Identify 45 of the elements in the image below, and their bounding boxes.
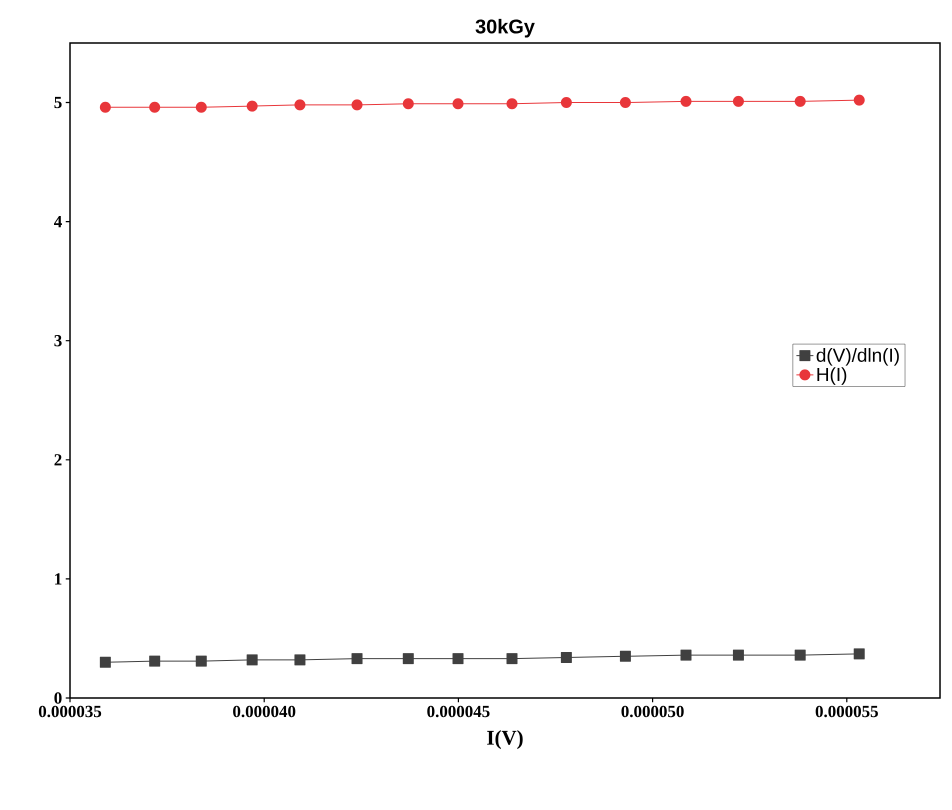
point bbox=[100, 102, 111, 113]
x-tick-label: 0.000050 bbox=[621, 706, 684, 718]
x-tick-label: 0.000045 bbox=[427, 706, 490, 718]
point bbox=[794, 650, 806, 661]
point bbox=[352, 99, 363, 110]
point bbox=[506, 98, 518, 110]
point bbox=[680, 650, 692, 661]
point bbox=[854, 94, 865, 106]
point bbox=[149, 102, 160, 113]
y-tick-label: 1 bbox=[55, 573, 62, 584]
legend-label: H(I) bbox=[817, 367, 846, 385]
chart-title: 30kGy bbox=[476, 18, 535, 38]
x-axis-title: I(V) bbox=[487, 730, 523, 750]
point bbox=[452, 98, 464, 110]
point bbox=[352, 653, 363, 664]
point bbox=[246, 100, 258, 112]
x-tick-label: 0.000055 bbox=[816, 706, 878, 718]
point bbox=[560, 652, 572, 663]
point bbox=[100, 656, 111, 668]
legend-label: d(V)/dln(I) bbox=[816, 348, 899, 366]
y-tick-label: 5 bbox=[54, 96, 62, 108]
y-tick-label: 0 bbox=[54, 692, 62, 704]
point bbox=[680, 96, 692, 107]
x-tick-label: 0.000040 bbox=[233, 706, 296, 718]
point bbox=[794, 96, 806, 107]
y-tick-label: 4 bbox=[54, 216, 62, 228]
point bbox=[196, 656, 207, 667]
point bbox=[294, 99, 306, 110]
y-tick-label: 3 bbox=[54, 335, 62, 346]
point bbox=[732, 650, 744, 661]
point bbox=[560, 97, 572, 108]
point bbox=[149, 656, 160, 667]
x-tick-label: 0.000035 bbox=[38, 706, 102, 718]
point bbox=[294, 654, 306, 666]
point bbox=[196, 102, 207, 113]
point bbox=[402, 98, 414, 110]
point bbox=[620, 650, 631, 662]
point bbox=[452, 653, 464, 664]
y-tick-label: 2 bbox=[54, 454, 62, 466]
point bbox=[854, 648, 865, 660]
point bbox=[506, 653, 518, 664]
point bbox=[620, 97, 631, 108]
point bbox=[402, 653, 414, 664]
point bbox=[246, 654, 258, 666]
point bbox=[732, 96, 744, 107]
